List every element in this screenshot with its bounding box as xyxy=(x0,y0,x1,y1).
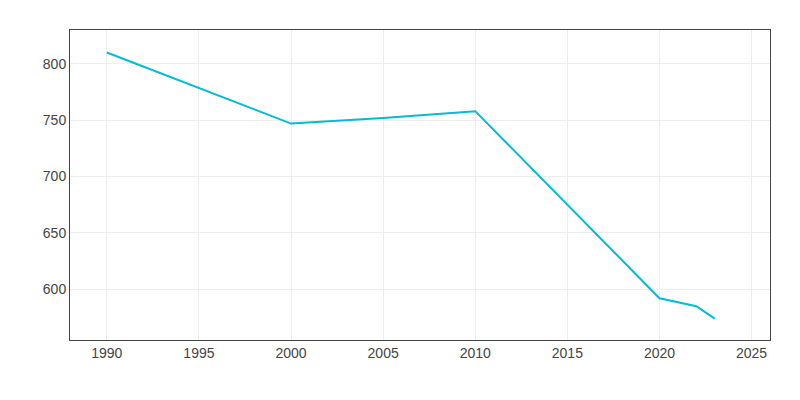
svg-text:2010: 2010 xyxy=(460,345,491,361)
svg-text:2015: 2015 xyxy=(552,345,583,361)
svg-text:1995: 1995 xyxy=(183,345,214,361)
svg-text:750: 750 xyxy=(43,112,67,128)
svg-text:2020: 2020 xyxy=(644,345,675,361)
svg-text:2005: 2005 xyxy=(368,345,399,361)
svg-text:600: 600 xyxy=(43,281,67,297)
svg-text:800: 800 xyxy=(43,56,67,72)
svg-text:650: 650 xyxy=(43,225,67,241)
svg-text:700: 700 xyxy=(43,168,67,184)
svg-text:2025: 2025 xyxy=(736,345,767,361)
svg-text:2000: 2000 xyxy=(275,345,306,361)
svg-text:1990: 1990 xyxy=(91,345,122,361)
